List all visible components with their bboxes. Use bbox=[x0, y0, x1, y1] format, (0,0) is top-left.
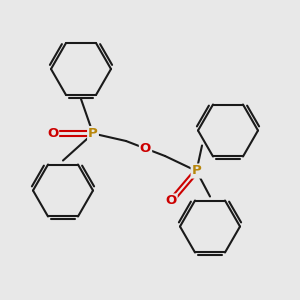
Text: O: O bbox=[165, 194, 177, 208]
Text: P: P bbox=[88, 127, 98, 140]
Text: P: P bbox=[192, 164, 201, 178]
Text: O: O bbox=[140, 142, 151, 155]
Text: O: O bbox=[47, 127, 58, 140]
